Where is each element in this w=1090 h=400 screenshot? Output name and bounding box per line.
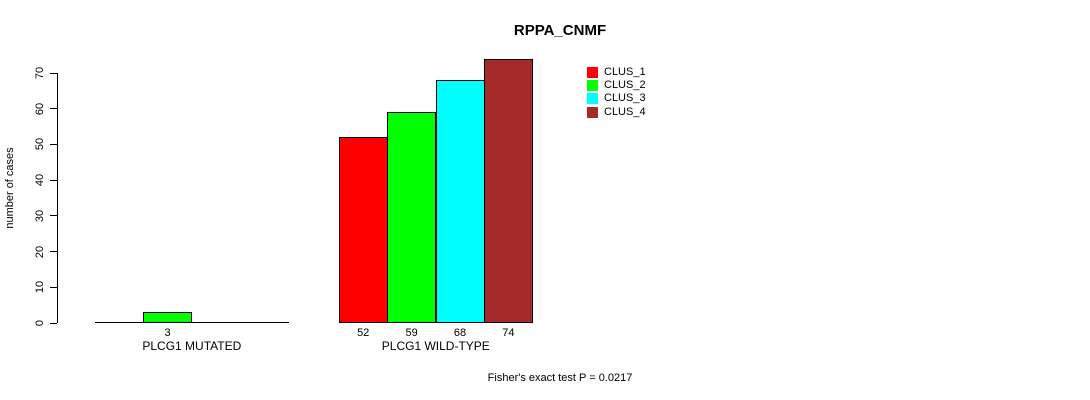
bar-value-label: 52 [357, 327, 370, 339]
y-axis-tick [50, 286, 57, 288]
y-axis-tick-label: 30 [34, 209, 46, 222]
y-axis-tick [50, 179, 57, 181]
bar-clus_2-group1 [143, 312, 192, 323]
y-axis-tick-label: 0 [34, 319, 46, 327]
y-axis-tick-label: 10 [34, 281, 46, 294]
y-axis-tick-label: 20 [34, 245, 46, 258]
legend-label-clus_2: CLUS_2 [604, 79, 646, 92]
bar-clus_2-group2 [387, 112, 436, 323]
y-axis-tick-label: 60 [34, 102, 46, 115]
chart-title: RPPA_CNMF [513, 22, 607, 39]
y-axis-tick [50, 143, 57, 145]
bar-value-label: 68 [453, 327, 467, 339]
bar-clus_3-group2 [436, 80, 485, 323]
group-label-1: PLCG1 MUTATED [142, 339, 242, 353]
legend-label-clus_3: CLUS_3 [604, 92, 646, 105]
legend-swatch-clus_1 [587, 67, 598, 78]
y-axis-label: number of cases [4, 147, 16, 229]
y-axis-tick [50, 215, 57, 217]
y-axis-tick [50, 108, 57, 110]
y-axis-tick [50, 251, 57, 253]
bar-clus_1-group2 [339, 137, 388, 323]
footer-text: Fisher's exact test P = 0.0217 [487, 372, 633, 384]
legend-label-clus_1: CLUS_1 [604, 66, 646, 78]
y-axis-tick [50, 72, 57, 74]
y-axis-tick-label: 50 [34, 138, 46, 151]
bar-clus_4-group2 [484, 59, 533, 323]
bar-value-label: 74 [502, 327, 515, 339]
bar-value-label: 3 [164, 327, 171, 339]
bar-value-label: 59 [405, 327, 418, 339]
legend-label-clus_4: CLUS_4 [604, 105, 646, 118]
legend-swatch-clus_4 [587, 106, 598, 118]
y-axis-tick-label: 40 [34, 174, 46, 187]
legend-swatch-clus_3 [587, 93, 598, 105]
legend-swatch-clus_2 [587, 80, 598, 92]
y-axis-tick-label: 70 [34, 66, 46, 80]
group-baseline [95, 322, 289, 323]
y-axis-line [57, 73, 58, 323]
group-label-2: PLCG1 WILD-TYPE [381, 339, 490, 353]
y-axis-tick [50, 322, 57, 324]
